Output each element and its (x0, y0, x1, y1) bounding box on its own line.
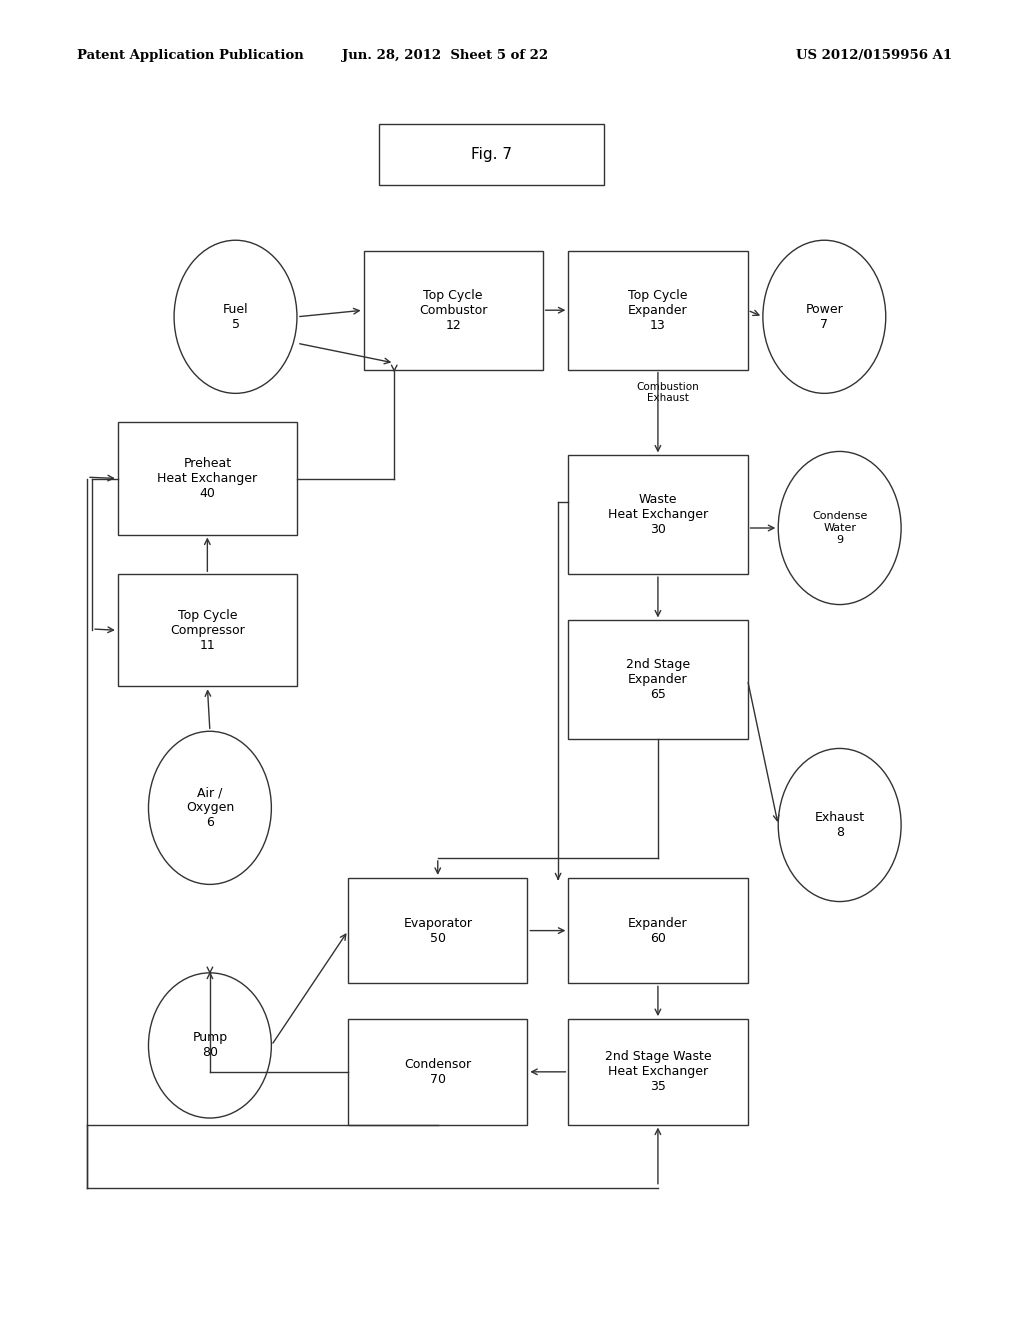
Text: Top Cycle
Compressor
11: Top Cycle Compressor 11 (170, 609, 245, 652)
Bar (568, 251, 748, 370)
Bar (348, 878, 527, 983)
Text: Air /
Oxygen
6: Air / Oxygen 6 (185, 787, 234, 829)
Bar (379, 124, 604, 185)
Text: Combustion
Exhaust: Combustion Exhaust (637, 381, 699, 404)
Text: Condensor
70: Condensor 70 (404, 1057, 471, 1086)
Text: 2nd Stage
Expander
65: 2nd Stage Expander 65 (626, 659, 690, 701)
Text: Pump
80: Pump 80 (193, 1031, 227, 1060)
Text: Preheat
Heat Exchanger
40: Preheat Heat Exchanger 40 (158, 457, 257, 500)
Ellipse shape (148, 731, 271, 884)
Text: Evaporator
50: Evaporator 50 (403, 916, 472, 945)
Text: Condense
Water
9: Condense Water 9 (812, 511, 867, 545)
Bar (568, 620, 748, 739)
Bar (568, 455, 748, 574)
Ellipse shape (148, 973, 271, 1118)
Ellipse shape (778, 748, 901, 902)
Text: Top Cycle
Expander
13: Top Cycle Expander 13 (628, 289, 688, 331)
Text: Exhaust
8: Exhaust 8 (815, 810, 864, 840)
Text: Jun. 28, 2012  Sheet 5 of 22: Jun. 28, 2012 Sheet 5 of 22 (342, 49, 549, 62)
Bar (568, 878, 748, 983)
Text: Fig. 7: Fig. 7 (471, 147, 512, 162)
Text: Expander
60: Expander 60 (628, 916, 688, 945)
Text: Fuel
5: Fuel 5 (222, 302, 249, 331)
Bar (118, 574, 297, 686)
Bar (364, 251, 543, 370)
Bar (568, 1019, 748, 1125)
Text: Power
7: Power 7 (806, 302, 843, 331)
Text: Waste
Heat Exchanger
30: Waste Heat Exchanger 30 (608, 494, 708, 536)
Bar (118, 422, 297, 535)
Ellipse shape (763, 240, 886, 393)
Ellipse shape (174, 240, 297, 393)
Text: 2nd Stage Waste
Heat Exchanger
35: 2nd Stage Waste Heat Exchanger 35 (604, 1051, 712, 1093)
Text: US 2012/0159956 A1: US 2012/0159956 A1 (797, 49, 952, 62)
Bar (348, 1019, 527, 1125)
Text: Patent Application Publication: Patent Application Publication (77, 49, 303, 62)
Text: Top Cycle
Combustor
12: Top Cycle Combustor 12 (419, 289, 487, 331)
Ellipse shape (778, 451, 901, 605)
